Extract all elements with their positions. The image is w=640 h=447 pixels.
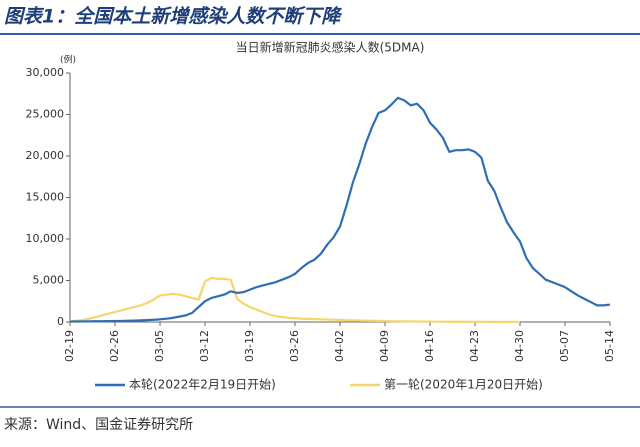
x-tick-label: 04-16 (423, 330, 436, 362)
y-tick-label: 0 (57, 315, 64, 328)
x-tick-label: 04-23 (468, 330, 481, 362)
y-tick-label: 10,000 (26, 232, 65, 245)
y-tick-label: 15,000 (26, 191, 65, 204)
chart-title: 当日新增新冠肺炎感染人数(5DMA) (236, 40, 425, 55)
legend-label: 第一轮(2020年1月20日开始) (384, 378, 543, 392)
y-tick-label: 5,000 (33, 274, 65, 287)
series-line (69, 96, 611, 323)
x-tick-label: 03-26 (288, 330, 301, 362)
y-axis-unit: (例) (60, 54, 76, 66)
header-title: 图表1：全国本土新增感染人数不断下降 (4, 6, 343, 28)
y-tick-label: 25,000 (26, 108, 65, 121)
x-tick-label: 04-09 (378, 330, 391, 362)
x-tick-label: 05-07 (558, 330, 571, 362)
x-tick-label: 03-19 (243, 330, 256, 362)
x-tick-label: 04-30 (513, 330, 526, 362)
source: 来源：Wind、国金证券研究所 (4, 417, 193, 433)
series-line (69, 276, 520, 324)
y-tick-label: 30,000 (26, 66, 65, 79)
x-tick-label: 05-14 (603, 330, 616, 362)
x-tick-label: 03-12 (198, 330, 211, 362)
y-tick-label: 20,000 (26, 149, 65, 162)
x-tick-label: 02-26 (108, 330, 121, 362)
legend-label: 本轮(2022年2月19日开始) (129, 378, 276, 392)
x-tick-label: 03-05 (153, 330, 166, 362)
x-tick-label: 04-02 (333, 330, 346, 362)
x-tick-label: 02-19 (63, 330, 76, 362)
